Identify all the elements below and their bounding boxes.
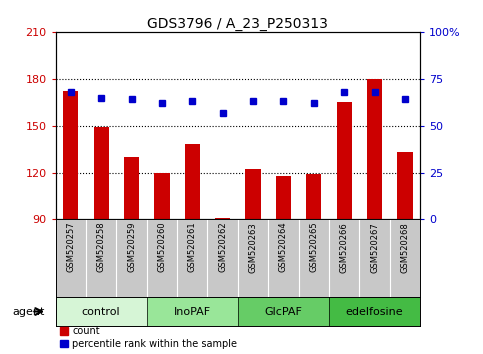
Bar [398, 152, 412, 219]
Text: GSM520268: GSM520268 [400, 222, 410, 273]
Bar [56, 219, 86, 297]
Bar [337, 102, 352, 219]
Bar [238, 297, 329, 326]
Bar [86, 219, 116, 297]
Text: edelfosine: edelfosine [346, 307, 403, 316]
Bar [268, 219, 298, 297]
Text: GSM520261: GSM520261 [188, 222, 197, 273]
Bar [147, 297, 238, 326]
Text: GSM520264: GSM520264 [279, 222, 288, 273]
Bar [298, 219, 329, 297]
Text: GlcPAF: GlcPAF [265, 307, 302, 316]
Text: InoPAF: InoPAF [174, 307, 211, 316]
Text: GSM520257: GSM520257 [66, 222, 75, 273]
Text: GSM520265: GSM520265 [309, 222, 318, 273]
Text: GSM520267: GSM520267 [370, 222, 379, 273]
Bar [245, 170, 261, 219]
Bar [276, 176, 291, 219]
Bar [154, 172, 170, 219]
Title: GDS3796 / A_23_P250313: GDS3796 / A_23_P250313 [147, 17, 328, 31]
Bar [147, 219, 177, 297]
Bar [306, 174, 322, 219]
Text: GSM520258: GSM520258 [97, 222, 106, 273]
Text: control: control [82, 307, 120, 316]
Bar [359, 219, 390, 297]
Text: GSM520259: GSM520259 [127, 222, 136, 272]
Text: agent: agent [12, 307, 44, 316]
Bar [390, 219, 420, 297]
Legend: count, percentile rank within the sample: count, percentile rank within the sample [60, 326, 237, 349]
Bar [208, 219, 238, 297]
Text: GSM520263: GSM520263 [249, 222, 257, 273]
Text: GSM520266: GSM520266 [340, 222, 349, 273]
Text: GSM520262: GSM520262 [218, 222, 227, 273]
Bar [238, 219, 268, 297]
Bar [215, 218, 230, 219]
Bar [367, 79, 382, 219]
Bar [329, 219, 359, 297]
Bar [63, 91, 78, 219]
Text: GSM520260: GSM520260 [157, 222, 167, 273]
Bar [185, 144, 200, 219]
Bar [116, 219, 147, 297]
Bar [329, 297, 420, 326]
Bar [177, 219, 208, 297]
Bar [94, 127, 109, 219]
Bar [124, 157, 139, 219]
Bar [56, 297, 147, 326]
